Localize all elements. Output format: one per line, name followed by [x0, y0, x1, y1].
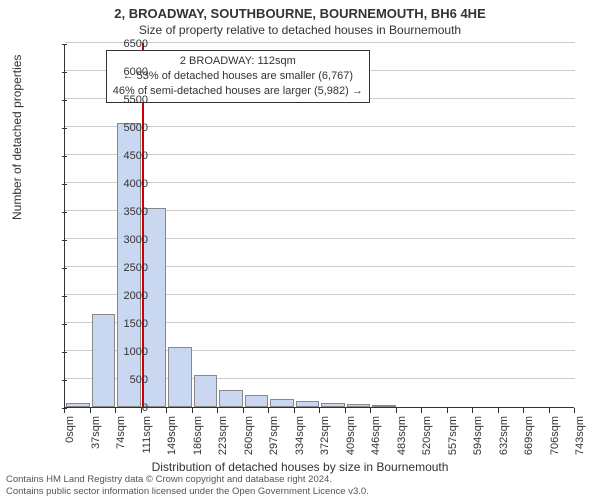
annotation-line-2: ← 53% of detached houses are smaller (6,… [113, 69, 363, 84]
x-axis-label: Distribution of detached houses by size … [0, 460, 600, 474]
footer-line-2: Contains public sector information licen… [6, 486, 369, 498]
y-tick-label: 5000 [108, 122, 148, 134]
chart-title: 2, BROADWAY, SOUTHBOURNE, BOURNEMOUTH, B… [0, 0, 600, 21]
x-tick-label: 223sqm [217, 416, 229, 458]
y-axis-label: Number of detached properties [10, 55, 24, 220]
y-tick-label: 6500 [108, 38, 148, 50]
x-tick-label: 743sqm [574, 416, 586, 458]
x-tick-label: 149sqm [166, 416, 178, 458]
y-tick-label: 500 [108, 374, 148, 386]
y-tick-label: 4000 [108, 178, 148, 190]
x-tick-label: 557sqm [447, 416, 459, 458]
y-tick-label: 6000 [108, 66, 148, 78]
y-tick-label: 4500 [108, 150, 148, 162]
annotation-line-3: 46% of semi-detached houses are larger (… [113, 84, 363, 99]
y-tick-label: 1500 [108, 318, 148, 330]
histogram-bar [168, 347, 192, 407]
x-tick-label: 409sqm [345, 416, 357, 458]
y-tick-label: 5500 [108, 94, 148, 106]
histogram-bar [347, 404, 371, 407]
histogram-bar [372, 405, 396, 407]
x-tick-label: 520sqm [421, 416, 433, 458]
histogram-bar [296, 401, 320, 407]
y-tick-label: 0 [108, 402, 148, 414]
y-tick-label: 2500 [108, 262, 148, 274]
histogram-bar [66, 403, 90, 407]
x-tick-label: 297sqm [268, 416, 280, 458]
x-tick-label: 706sqm [549, 416, 561, 458]
histogram-bar [245, 395, 269, 407]
histogram-bar [219, 390, 243, 407]
x-tick-label: 111sqm [141, 416, 153, 458]
chart-subtitle: Size of property relative to detached ho… [0, 21, 600, 37]
x-tick-label: 260sqm [243, 416, 255, 458]
histogram-bar [321, 403, 345, 407]
histogram-bar [270, 399, 294, 407]
chart-container: { "title": "2, BROADWAY, SOUTHBOURNE, BO… [0, 0, 600, 500]
x-tick-label: 594sqm [472, 416, 484, 458]
y-tick-label: 3500 [108, 206, 148, 218]
footer-line-1: Contains HM Land Registry data © Crown c… [6, 474, 369, 486]
x-tick-label: 632sqm [498, 416, 510, 458]
y-tick-label: 1000 [108, 346, 148, 358]
x-tick-label: 0sqm [64, 416, 76, 458]
histogram-bar [194, 375, 218, 407]
x-tick-label: 446sqm [370, 416, 382, 458]
y-tick-label: 3000 [108, 234, 148, 246]
annotation-line-1: 2 BROADWAY: 112sqm [113, 54, 363, 69]
x-tick-label: 669sqm [523, 416, 535, 458]
footer-attribution: Contains HM Land Registry data © Crown c… [6, 474, 369, 498]
x-tick-label: 483sqm [396, 416, 408, 458]
x-tick-label: 37sqm [90, 416, 102, 458]
x-tick-label: 334sqm [294, 416, 306, 458]
x-tick-label: 74sqm [115, 416, 127, 458]
y-tick-label: 2000 [108, 290, 148, 302]
x-tick-label: 372sqm [319, 416, 331, 458]
x-tick-label: 186sqm [192, 416, 204, 458]
